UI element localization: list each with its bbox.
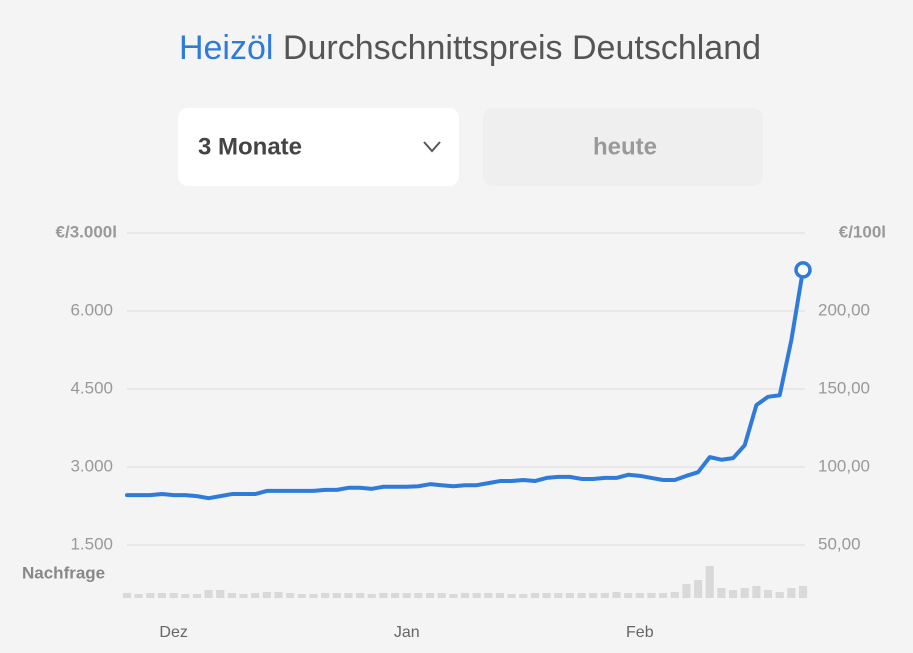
demand-bar — [134, 594, 143, 598]
grid — [127, 232, 805, 546]
demand-bar — [274, 592, 283, 598]
y-tick-label: 6.000 — [70, 300, 113, 319]
demand-bar — [694, 580, 703, 598]
demand-bar — [600, 593, 609, 598]
y-tick-label: 3.000 — [70, 456, 113, 475]
y2-tick-label: 200,00 — [818, 300, 870, 319]
demand-bar — [449, 594, 458, 598]
demand-bar — [204, 590, 213, 598]
demand-bar — [647, 593, 656, 598]
demand-bar — [705, 566, 714, 598]
demand-bar — [262, 592, 271, 598]
chevron — [423, 141, 441, 153]
demand-label: Nachfrage — [22, 563, 105, 582]
plot — [122, 261, 812, 598]
demand-bar — [169, 593, 178, 598]
demand-bar — [682, 584, 691, 598]
demand-bar — [379, 593, 388, 598]
range-label: 3 Monate — [198, 133, 302, 160]
demand-bar — [659, 593, 668, 598]
demand-bar — [612, 592, 621, 598]
y2-axis-label: €/100l — [839, 222, 886, 241]
demand-bar — [402, 593, 411, 598]
demand-bar — [763, 590, 773, 598]
demand-bar — [484, 593, 493, 598]
demand-bar — [624, 593, 633, 598]
x-tick-label: Jan — [394, 624, 420, 641]
y2-tick-label: 150,00 — [818, 378, 870, 397]
date-button-label: heute — [593, 133, 657, 160]
y2-tick-label: 100,00 — [818, 456, 870, 475]
demand-bar — [390, 593, 400, 598]
demand-bar — [227, 593, 236, 598]
demand-bar — [577, 593, 586, 598]
demand-bar — [495, 593, 505, 598]
demand-bar — [717, 588, 726, 598]
demand-bar — [332, 593, 341, 598]
title-text: Durchschnittspreis Deutschland — [283, 29, 761, 67]
demand-bar — [460, 593, 470, 598]
demand-bar — [787, 588, 796, 598]
date-button[interactable] — [483, 108, 763, 186]
demand-bar — [239, 594, 248, 598]
y2-tick-label: 50,00 — [818, 534, 861, 553]
demand-bar — [752, 586, 761, 598]
demand-bar — [798, 586, 808, 598]
demand-bar — [192, 594, 202, 598]
demand-bar — [216, 590, 225, 598]
demand-bar — [414, 593, 423, 598]
demand-bar — [542, 593, 551, 598]
demand-bar — [740, 588, 749, 598]
demand-bar — [286, 593, 295, 598]
range-dropdown[interactable] — [178, 108, 459, 186]
demand-bar — [367, 594, 376, 598]
demand-bar — [472, 593, 481, 598]
demand-bar — [344, 593, 353, 598]
demand-bar — [565, 593, 574, 598]
demand-bar — [530, 593, 540, 598]
demand-bar — [251, 593, 260, 598]
demand-bar — [437, 593, 446, 598]
price-line — [125, 267, 805, 501]
y-tick-label: 4.500 — [70, 378, 113, 397]
demand-bar — [507, 594, 516, 598]
current-point — [794, 261, 812, 279]
demand-bar — [728, 590, 738, 598]
demand-bar — [356, 593, 365, 598]
title-highlight: Heizöl — [179, 29, 273, 67]
y-tick-label: 1.500 — [70, 534, 113, 553]
demand-bar — [589, 593, 598, 598]
x-tick-label: Dez — [159, 624, 187, 641]
demand-bar — [157, 593, 167, 598]
x-tick-label: Feb — [626, 624, 654, 641]
demand-bar — [146, 593, 155, 598]
demand-bar — [519, 594, 528, 598]
demand-bar — [554, 593, 563, 598]
demand-bar — [122, 593, 132, 598]
demand-bar — [321, 593, 330, 598]
y-axis-label: €/3.000l — [56, 222, 117, 241]
demand-bar — [309, 594, 318, 598]
demand-bar — [181, 594, 190, 598]
demand-bar — [775, 592, 784, 598]
demand-bar — [635, 593, 644, 598]
demand-bar — [297, 594, 306, 598]
demand-bar — [670, 592, 679, 598]
title: Heizöl Durchschnittspreis Deutschland — [179, 29, 761, 67]
demand-bar — [425, 593, 435, 598]
